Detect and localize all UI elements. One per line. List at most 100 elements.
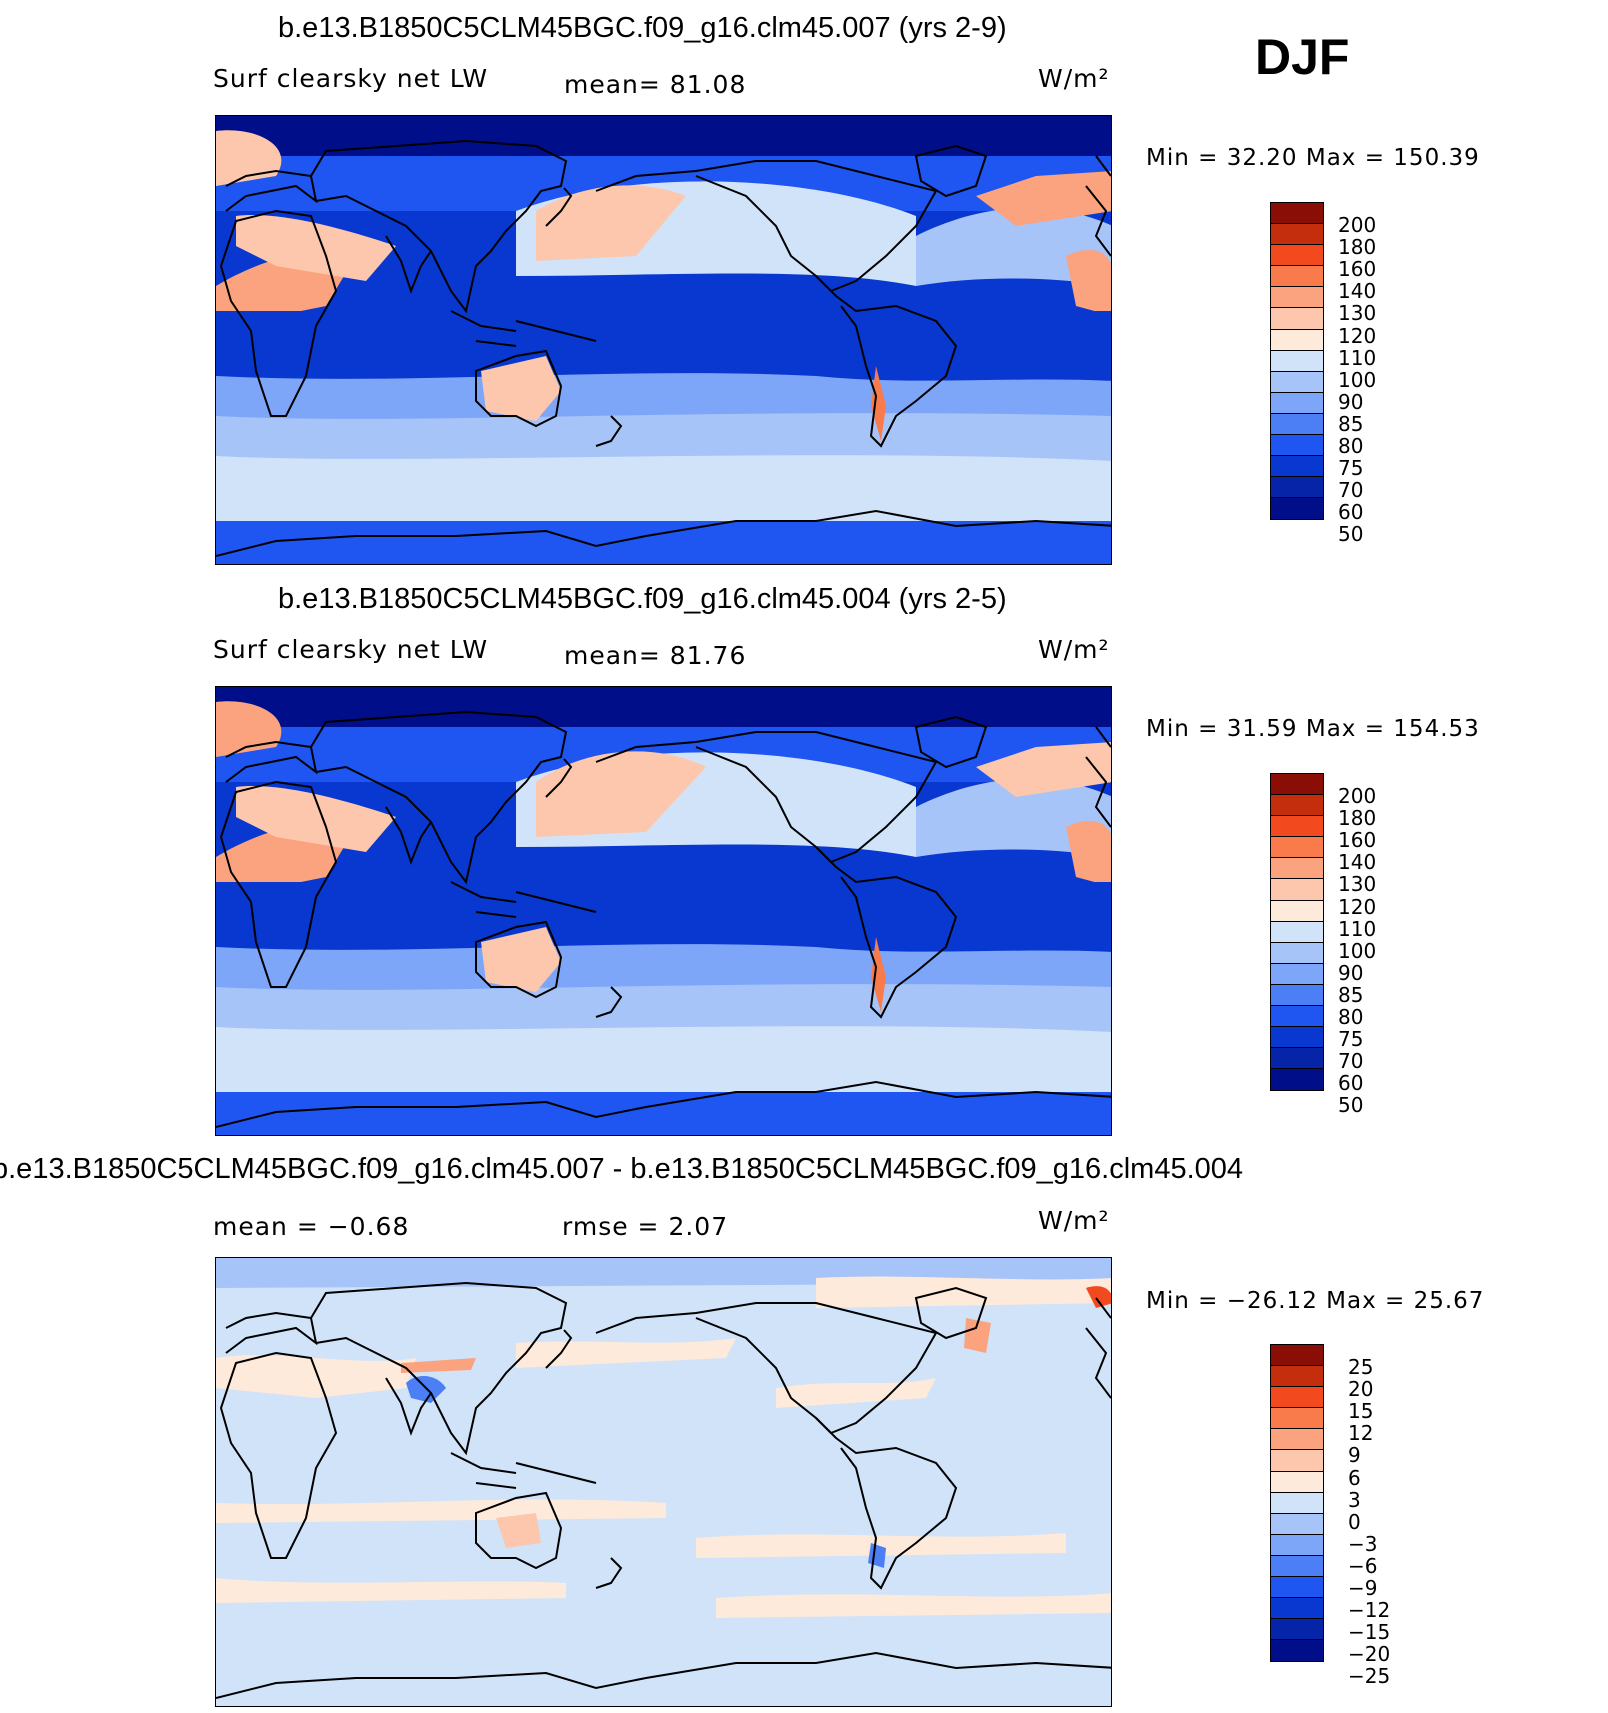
- panel-2-minmax: Min = 31.59 Max = 154.53: [1146, 716, 1480, 742]
- panel-3-map: [215, 1257, 1112, 1707]
- colorbar-level-label: 20: [1348, 1377, 1374, 1402]
- cbar-3-box: [1271, 1577, 1323, 1599]
- panel-2-mean: mean= 81.76: [564, 641, 747, 670]
- colorbar-level-label: −9: [1348, 1576, 1378, 1600]
- cbar-1-box: [1271, 456, 1323, 478]
- cbar-2-box: [1271, 774, 1323, 796]
- colorbar-level-label: 80: [1338, 434, 1364, 458]
- colorbar-level-label: 100: [1338, 367, 1377, 392]
- colorbar-level-label: 200: [1338, 784, 1377, 808]
- cbar-3-box: [1271, 1450, 1323, 1472]
- cbar-2-box: [1271, 984, 1323, 1007]
- cbar-3-box: [1271, 1598, 1323, 1620]
- cbar-2-box: [1271, 837, 1323, 859]
- colorbar-level-label: 80: [1338, 1005, 1364, 1029]
- colorbar-level-label: 90: [1338, 389, 1364, 414]
- panel-3-rmse: rmse = 2.07: [562, 1212, 729, 1241]
- colorbar-level-label: −3: [1348, 1531, 1378, 1556]
- panel-1-colorbar: [1270, 202, 1324, 521]
- cbar-2-box: [1271, 942, 1323, 964]
- cbar-2-box: [1271, 963, 1323, 985]
- colorbar-level-label: 100: [1338, 938, 1377, 963]
- cbar-2-box: [1271, 921, 1323, 943]
- colorbar-level-label: 25: [1348, 1355, 1374, 1379]
- colorbar-level-label: 120: [1338, 323, 1377, 348]
- cbar-2-box: [1271, 795, 1323, 817]
- colorbar-level-label: 85: [1338, 982, 1364, 1007]
- cbar-2-box: [1271, 816, 1323, 838]
- cbar-2-box: [1271, 1006, 1323, 1028]
- colorbar-level-label: −12: [1348, 1598, 1391, 1623]
- colorbar-level-label: 90: [1338, 960, 1364, 985]
- cbar-3-box: [1271, 1492, 1323, 1514]
- colorbar-level-label: 140: [1338, 279, 1377, 304]
- cbar-3-box: [1271, 1345, 1323, 1367]
- colorbar-level-label: −20: [1348, 1642, 1391, 1667]
- panel-2-variable: Surf clearsky net LW: [213, 635, 489, 664]
- cbar-3-box: [1271, 1387, 1323, 1409]
- cbar-2-box: [1271, 1048, 1323, 1070]
- cbar-1-box: [1271, 203, 1323, 225]
- colorbar-level-label: 50: [1338, 1093, 1364, 1118]
- panel-3-minmax: Min = −26.12 Max = 25.67: [1146, 1288, 1485, 1314]
- cbar-3-box: [1271, 1513, 1323, 1535]
- colorbar-level-label: 110: [1338, 345, 1377, 370]
- colorbar-level-label: 85: [1338, 411, 1364, 436]
- colorbar-level-label: 0: [1348, 1509, 1361, 1534]
- cbar-2-box: [1271, 900, 1323, 922]
- panel-2-units: W/m²: [1038, 635, 1110, 664]
- cbar-1-box: [1271, 498, 1323, 520]
- cbar-3-box: [1271, 1408, 1323, 1430]
- panel-2-colorbar: [1270, 773, 1324, 1092]
- colorbar-level-label: −25: [1348, 1664, 1391, 1689]
- colorbar-level-label: 6: [1348, 1465, 1361, 1490]
- panel-1-field: [216, 116, 1111, 564]
- colorbar-level-label: 120: [1338, 894, 1377, 919]
- panel-1-map: [215, 115, 1112, 565]
- cbar-3-box: [1271, 1619, 1323, 1641]
- panel-1-minmax: Min = 32.20 Max = 150.39: [1146, 145, 1480, 171]
- panel-2-title: b.e13.B1850C5CLM45BGC.f09_g16.clm45.004 …: [278, 583, 1007, 615]
- season-label: DJF: [1255, 29, 1350, 85]
- cbar-3-box: [1271, 1555, 1323, 1578]
- colorbar-level-label: 15: [1348, 1399, 1374, 1424]
- cbar-2-box: [1271, 1069, 1323, 1091]
- colorbar-level-label: 70: [1338, 1049, 1364, 1074]
- colorbar-level-label: 160: [1338, 257, 1377, 282]
- cbar-1-box: [1271, 392, 1323, 414]
- colorbar-level-label: −6: [1348, 1553, 1378, 1578]
- cbar-1-box: [1271, 245, 1323, 267]
- cbar-1-box: [1271, 329, 1323, 351]
- panel-3-colorbar: [1270, 1344, 1324, 1663]
- colorbar-level-label: 200: [1338, 213, 1377, 237]
- cbar-1-box: [1271, 266, 1323, 288]
- cbar-1-box: [1271, 350, 1323, 372]
- colorbar-level-label: 60: [1338, 500, 1364, 525]
- colorbar-level-label: 130: [1338, 301, 1377, 326]
- cbar-1-box: [1271, 435, 1323, 457]
- colorbar-level-label: 70: [1338, 478, 1364, 503]
- colorbar-level-label: 75: [1338, 1027, 1364, 1052]
- cbar-1-box: [1271, 371, 1323, 393]
- panel-1-units: W/m²: [1038, 64, 1110, 93]
- panel-3-title: b.e13.B1850C5CLM45BGC.f09_g16.clm45.007 …: [0, 1153, 1244, 1185]
- panel-1-title: b.e13.B1850C5CLM45BGC.f09_g16.clm45.007 …: [278, 12, 1007, 44]
- cbar-2-box: [1271, 858, 1323, 880]
- panel-3-units: W/m²: [1038, 1206, 1110, 1235]
- colorbar-level-label: 140: [1338, 850, 1377, 875]
- cbar-2-box: [1271, 1027, 1323, 1049]
- cbar-1-box: [1271, 308, 1323, 330]
- colorbar-level-label: 75: [1338, 456, 1364, 481]
- panel-1-variable: Surf clearsky net LW: [213, 64, 489, 93]
- cbar-1-box: [1271, 413, 1323, 436]
- colorbar-level-label: 180: [1338, 235, 1377, 260]
- panel-3-field: [216, 1258, 1111, 1706]
- colorbar-level-label: 3: [1348, 1487, 1361, 1512]
- cbar-1-box: [1271, 287, 1323, 309]
- colorbar-level-label: 60: [1338, 1071, 1364, 1096]
- colorbar-level-label: 130: [1338, 872, 1377, 897]
- cbar-3-box: [1271, 1471, 1323, 1493]
- cbar-3-box: [1271, 1534, 1323, 1556]
- panel-1-mean: mean= 81.08: [564, 70, 747, 99]
- cbar-2-box: [1271, 879, 1323, 901]
